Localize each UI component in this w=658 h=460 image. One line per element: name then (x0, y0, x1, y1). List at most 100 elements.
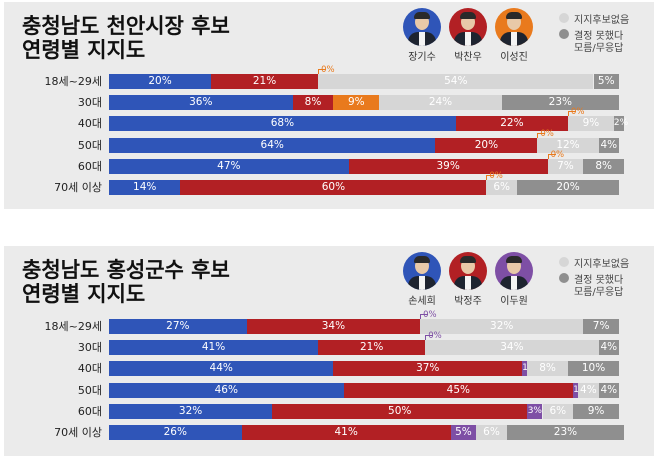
legend-label-undecided: 결정 못했다 (574, 274, 624, 286)
bar-row: 47% 39% 0% 7% 8% (109, 150, 625, 174)
category-label: 60대 (77, 404, 102, 418)
data-label: 0% (540, 128, 554, 139)
bar-row: 44%37%1%8%10% (109, 361, 619, 377)
bar-segment: 41% (109, 340, 319, 356)
bar-row: 27% 34% 0% 32% 7% (109, 310, 619, 334)
bar-row: 26% 41% 5% 6% 23% (109, 425, 625, 440)
category-label: 50대 (77, 138, 102, 152)
bar-row: 20% 21% 0% 54% 5% (109, 65, 619, 89)
stacked-bar-chart: 18세~29세 27% 34% 0% 32% 7% 30대 41% 21% 0% 34% 4% 40대 4… (4, 246, 654, 456)
candidate-name: 이성진 (500, 52, 528, 63)
bar-segment: 45% (343, 382, 574, 398)
legend-label-undecided-sub: 모름/무응답 (574, 287, 624, 298)
candidate-3: 이두원 (492, 252, 536, 307)
bar-segment: 26% (109, 425, 242, 440)
bar-segment: 32% (420, 319, 584, 334)
legend: 지지후보없음 결정 못했다 모름/무응답 (559, 254, 629, 300)
bar-segment: 34% (246, 319, 421, 334)
bar-row: 14% 60% 0% 6% 20% (109, 171, 619, 195)
bar-segment: 5% (450, 425, 477, 440)
bar-segment: 6% (486, 180, 517, 195)
category-label: 18세~29세 (44, 75, 102, 88)
bar-segment: 20% (109, 74, 211, 89)
legend-dot-no-support (559, 257, 569, 267)
category-label: 30대 (77, 341, 102, 355)
bar-segment: 37% (333, 361, 523, 377)
bar-row: 36% 8% 9% 24% 23% (109, 95, 619, 111)
bar-segment: 20% (435, 137, 538, 153)
bar-segment: 4% (598, 382, 619, 398)
bar-segment: 12% (537, 137, 599, 153)
bar-segment: 50% (272, 403, 528, 419)
bar-row: 68% 22% 0% 9% 2% (109, 107, 628, 132)
data-label: 0% (423, 310, 437, 320)
bar-segment: 6% (476, 425, 507, 440)
bar-segment: 36% (109, 95, 293, 111)
bar-segment: 4% (578, 382, 599, 398)
bar-segment: 3% (527, 403, 543, 419)
data-label: 0% (489, 171, 503, 181)
candidate-1: 손세희 (400, 252, 444, 307)
panel-title-line1: 충청남도 홍성군수 후보 (22, 258, 230, 282)
bar-segment: 4% (598, 137, 619, 153)
bar-segment: 27% (109, 319, 247, 334)
bar-row: 64% 20% 0% 12% 4% (109, 129, 619, 153)
category-label: 30대 (77, 96, 102, 110)
bar-segment: 8% (527, 361, 568, 377)
bar-segment: 34% (425, 340, 599, 356)
bar-row: 32% 50% 3% 6% 9% (109, 403, 619, 419)
bar-segment: 6% (542, 403, 574, 419)
candidate-photo (403, 252, 441, 290)
legend-label-undecided: 결정 못했다 (574, 30, 624, 42)
bar-segment: 22% (455, 116, 568, 132)
bar-segment: 23% (501, 95, 619, 111)
bar-segment: 64% (109, 137, 436, 153)
data-label: 0% (550, 149, 565, 160)
candidate-1: 장기수 (400, 8, 444, 63)
category-label: 18세~29세 (44, 320, 102, 333)
legend-dot-undecided (559, 273, 569, 283)
bar-segment: 7% (583, 319, 619, 334)
bar-segment: 14% (109, 180, 181, 195)
bar-segment: 24% (379, 95, 502, 111)
legend-dot-undecided (559, 29, 569, 39)
candidate-name: 이두원 (500, 296, 528, 307)
bar-segment: 20% (517, 180, 619, 195)
bar-segment: 8% (583, 158, 625, 174)
panel-title-line1: 충청남도 천안시장 후보 (22, 14, 230, 38)
bar-segment: 7% (547, 158, 584, 174)
candidate-name: 손세희 (408, 296, 436, 307)
stacked-bar-chart: 18세~29세 20% 21% 0% 54% 5% 30대 36% 8% 9% 24% 23% 40대 6… (4, 2, 654, 209)
candidate-2: 박찬우 (446, 8, 490, 63)
category-label: 40대 (77, 117, 102, 131)
legend-label-no-support: 지지후보없음 (574, 258, 630, 270)
bar-segment: 5% (593, 74, 619, 89)
bar-segment: 9% (333, 95, 380, 111)
candidate-photo (403, 8, 441, 46)
bar-row: 46%45%1%4%4% (109, 382, 619, 398)
bar-segment: 47% (109, 158, 349, 174)
candidate-name: 장기수 (408, 52, 436, 63)
category-label: 70세 이상 (54, 181, 102, 194)
candidate-photo (449, 8, 487, 46)
bar-segment: 32% (109, 403, 273, 419)
panel-title-line2: 연령별 지지도 (22, 282, 146, 306)
bar-row: 41% 21% 0% 34% 4% (109, 331, 619, 356)
bar-segment: 8% (292, 95, 334, 111)
legend-label-undecided-sub: 모름/무응답 (574, 43, 624, 54)
bar-segment: 68% (109, 116, 456, 132)
category-label: 50대 (77, 383, 102, 397)
bar-segment: 46% (109, 382, 344, 398)
panel-hongseong: 충청남도 홍성군수 후보 연령별 지지도 손세희 박정주 이두원 지지후보없음 … (4, 246, 654, 456)
data-label: 0% (571, 107, 585, 118)
panel-title-line2: 연령별 지지도 (22, 38, 146, 62)
bar-segment: 9% (573, 403, 619, 419)
bar-segment: 54% (318, 74, 594, 89)
candidate-3: 이성진 (492, 8, 536, 63)
legend-label-no-support: 지지후보없음 (574, 14, 630, 26)
bar-segment: 60% (180, 180, 487, 195)
candidate-photo (495, 8, 533, 46)
bar-segment: 10% (568, 361, 619, 377)
candidate-photo (495, 252, 533, 290)
data-label: 0% (428, 331, 442, 342)
